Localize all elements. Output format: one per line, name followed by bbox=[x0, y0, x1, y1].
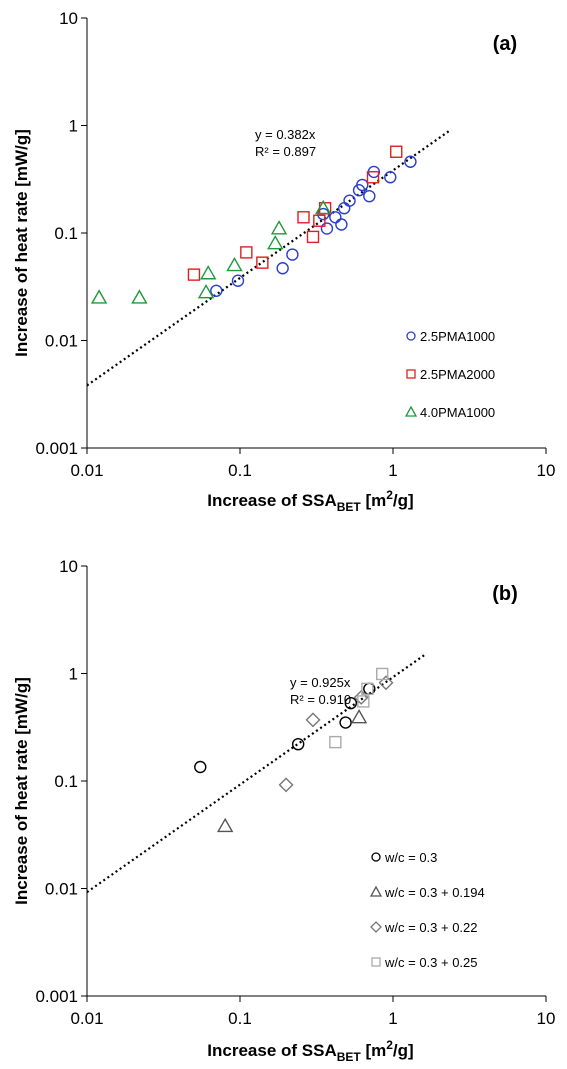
trendline bbox=[86, 128, 452, 387]
trend-r-squared: R² = 0.910 bbox=[290, 692, 351, 707]
y-axis-label: Increase of heat rate [mW/g] bbox=[12, 677, 31, 905]
legend-marker bbox=[370, 921, 382, 933]
legend-label: 2.5PMA1000 bbox=[420, 329, 495, 344]
data-point bbox=[361, 682, 374, 696]
y-tick-label: 0.01 bbox=[45, 332, 78, 351]
trend-equation: y = 0.925x bbox=[290, 675, 351, 690]
y-tick-label: 0.001 bbox=[35, 987, 78, 1006]
trendline bbox=[86, 652, 427, 894]
y-tick-label: 0.01 bbox=[45, 880, 78, 899]
x-tick-label: 0.1 bbox=[228, 461, 252, 480]
series-w-c-0-3-0-22 bbox=[278, 675, 394, 793]
data-point bbox=[350, 709, 368, 724]
legend-label: w/c = 0.3 + 0.22 bbox=[384, 920, 478, 935]
data-point bbox=[335, 218, 348, 231]
data-point bbox=[131, 289, 148, 304]
legend: w/c = 0.3 w/c = 0.3 + 0.194 w/c = 0.3 + 0.… bbox=[369, 850, 485, 970]
data-point bbox=[376, 667, 389, 681]
data-point bbox=[240, 246, 253, 259]
legend-marker bbox=[371, 852, 381, 862]
data-point bbox=[313, 214, 326, 227]
data-point bbox=[267, 235, 284, 250]
legend-marker bbox=[369, 885, 383, 897]
x-tick-label: 1 bbox=[388, 461, 397, 480]
data-point bbox=[344, 696, 358, 710]
series-w-c-0-3-0-25 bbox=[329, 667, 389, 749]
data-point bbox=[329, 735, 342, 749]
data-point bbox=[306, 230, 320, 244]
data-point bbox=[276, 262, 289, 275]
y-tick-label: 1 bbox=[69, 117, 78, 136]
data-point bbox=[338, 202, 351, 215]
data-point bbox=[390, 145, 403, 158]
data-point bbox=[339, 716, 352, 729]
data-point bbox=[404, 155, 417, 168]
x-tick-label: 0.01 bbox=[70, 461, 103, 480]
series-2-5pma1000 bbox=[210, 155, 417, 297]
data-point bbox=[378, 675, 394, 691]
x-axis-label: Increase of SSABET [m2/g] bbox=[207, 1038, 413, 1064]
data-point bbox=[329, 211, 342, 224]
data-point bbox=[278, 777, 294, 793]
trend-equation: y = 0.382x bbox=[255, 127, 316, 142]
y-tick-label: 0.001 bbox=[35, 439, 78, 458]
data-point bbox=[90, 289, 108, 304]
chart-panel-a: 0.001 0.01 0.1 1 10 0.01 0.1 1 10 Increase of SSA… bbox=[12, 9, 555, 514]
legend-marker bbox=[406, 369, 416, 379]
legend-label: 4.0PMA1000 bbox=[420, 405, 495, 420]
data-point bbox=[286, 248, 299, 261]
data-point bbox=[305, 712, 321, 728]
chart-panel-b: 0.001 0.01 0.1 1 10 0.01 0.1 1 10 Increase of SSA… bbox=[12, 557, 555, 1064]
series-2-5pma2000 bbox=[187, 145, 403, 281]
data-point bbox=[216, 817, 234, 833]
x-tick-label: 10 bbox=[537, 1009, 556, 1028]
x-tick-label: 1 bbox=[388, 1009, 397, 1028]
x-tick-label: 0.1 bbox=[228, 1009, 252, 1028]
data-point bbox=[384, 171, 397, 184]
data-point bbox=[320, 222, 334, 235]
data-point bbox=[366, 171, 380, 184]
legend-marker bbox=[371, 957, 381, 967]
data-point bbox=[291, 737, 305, 751]
y-axis-label: Increase of heat rate [mW/g] bbox=[12, 129, 31, 357]
data-point bbox=[315, 199, 332, 215]
y-tick-label: 0.1 bbox=[54, 224, 78, 243]
data-point bbox=[226, 256, 243, 272]
data-point bbox=[357, 695, 370, 708]
data-point bbox=[210, 284, 223, 297]
legend-label: w/c = 0.3 + 0.25 bbox=[384, 955, 478, 970]
legend-marker bbox=[404, 405, 418, 417]
series-w-c-0-3-0-194 bbox=[216, 709, 368, 833]
data-point bbox=[200, 265, 217, 280]
legend-marker bbox=[406, 331, 416, 341]
data-point bbox=[197, 284, 215, 299]
panel-label: (b) bbox=[492, 583, 518, 605]
x-axis-label: Increase of SSABET [m2/g] bbox=[207, 488, 413, 514]
panel-label: (a) bbox=[493, 33, 517, 55]
legend-label: 2.5PMA2000 bbox=[420, 367, 495, 382]
y-tick-label: 0.1 bbox=[54, 772, 78, 791]
data-point bbox=[363, 189, 376, 203]
data-point bbox=[297, 211, 310, 224]
legend-label: w/c = 0.3 bbox=[384, 850, 437, 865]
data-point bbox=[343, 194, 356, 207]
x-tick-label: 10 bbox=[537, 461, 556, 480]
series-4-0pma1000 bbox=[90, 199, 332, 304]
y-tick-label: 10 bbox=[59, 9, 78, 28]
data-point bbox=[356, 178, 369, 192]
data-point bbox=[353, 689, 369, 705]
data-point bbox=[256, 256, 269, 269]
data-point bbox=[231, 274, 245, 287]
y-tick-label: 1 bbox=[69, 665, 78, 684]
legend-label: w/c = 0.3 + 0.194 bbox=[384, 885, 485, 900]
data-point bbox=[187, 268, 201, 281]
legend: 2.5PMA1000 2.5PMA2000 4.0PMA1000 bbox=[404, 329, 495, 420]
x-tick-label: 0.01 bbox=[70, 1009, 103, 1028]
data-point bbox=[270, 220, 288, 235]
y-tick-label: 10 bbox=[59, 557, 78, 576]
data-point bbox=[194, 760, 207, 774]
trend-r-squared: R² = 0.897 bbox=[255, 144, 316, 159]
